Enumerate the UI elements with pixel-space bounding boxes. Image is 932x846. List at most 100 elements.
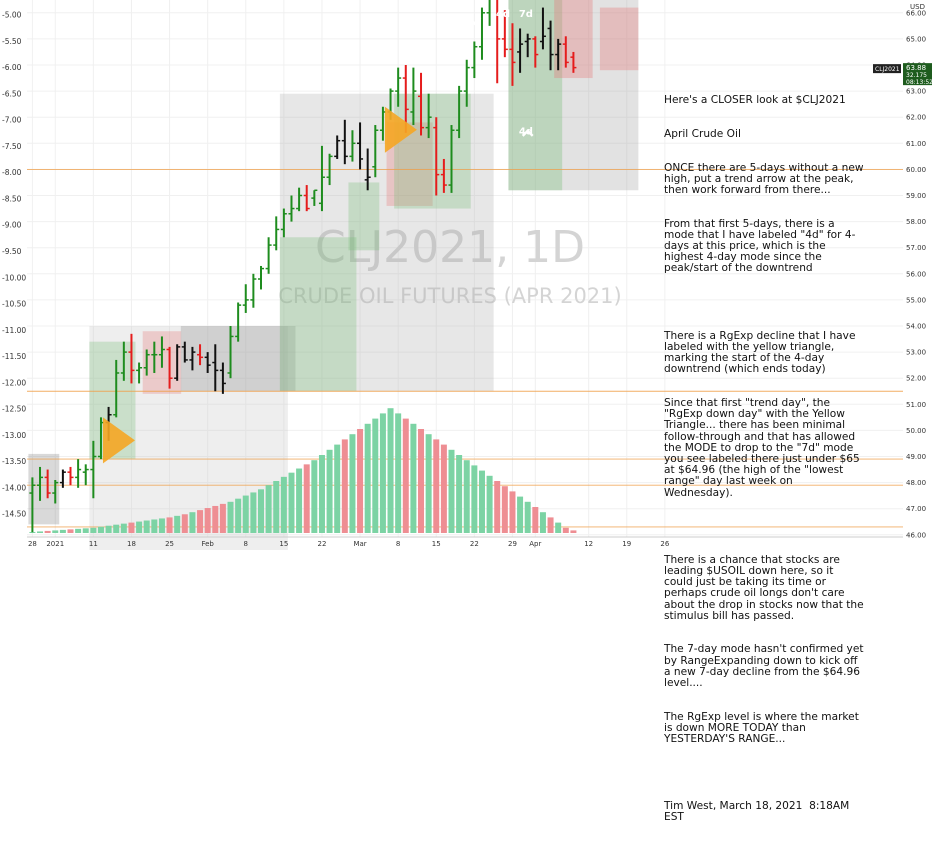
mode-label: 4d	[496, 9, 510, 20]
volume-bar	[334, 444, 341, 533]
volume-bar	[311, 460, 318, 533]
volume-bar	[494, 481, 501, 533]
note-line-5	[664, 297, 864, 308]
volume-bar	[318, 455, 325, 533]
x-tick-label: 2021	[46, 540, 64, 548]
volume-bar	[181, 514, 188, 533]
right-tick-label: 55.00	[906, 296, 926, 304]
x-tick-label: 22	[317, 540, 326, 548]
x-tick-label: 8	[396, 540, 400, 548]
volume-bar	[463, 460, 470, 533]
right-tick-label: 49.00	[906, 453, 926, 461]
volume-bar	[448, 449, 455, 533]
volume-bar	[326, 449, 333, 533]
volume-bar	[235, 498, 242, 533]
volume-bar	[67, 529, 74, 533]
left-tick-label: -13.00	[2, 431, 26, 440]
note-line-8	[664, 521, 864, 532]
note-line-13: Tim West, March 18, 2021 8:18AM EST	[664, 800, 853, 824]
note-line-9: There is a chance that stocks are leadin…	[664, 553, 868, 622]
x-tick-label: 11	[89, 540, 98, 548]
note-line-3: ONCE there are 5-days without a new high…	[664, 161, 864, 197]
watermark-subtitle: CRUDE OIL FUTURES (APR 2021)	[278, 284, 621, 308]
volume-bar	[105, 525, 112, 533]
mode-label: 7d	[519, 9, 533, 20]
x-tick-label: 26	[660, 540, 669, 548]
volume-bar	[29, 531, 36, 533]
note-line-6: There is a RgExp decline that I have lab…	[664, 329, 859, 376]
watermark-title: CLJ2021, 1D	[315, 222, 585, 273]
volume-bar	[303, 464, 310, 533]
volume-bar	[90, 527, 97, 533]
volume-bar	[44, 530, 51, 533]
volume-bar	[212, 505, 219, 533]
volume-bar	[555, 522, 562, 533]
price-value-box	[903, 63, 932, 86]
right-tick-label: 54.00	[906, 323, 926, 331]
right-tick-label: 53.00	[906, 349, 926, 357]
note-line-1: Here's a CLOSER look at $CLJ2021	[664, 94, 846, 107]
volume-bar	[52, 530, 59, 533]
volume-bar	[456, 455, 463, 533]
left-tick-label: -12.50	[2, 405, 26, 414]
left-tick-label: -13.50	[2, 457, 26, 466]
volume-bar	[280, 476, 287, 533]
volume-bar	[296, 468, 303, 533]
right-tick-label: 65.00	[906, 35, 926, 43]
volume-bar	[174, 515, 181, 533]
left-tick-label: -11.50	[2, 352, 26, 361]
mode-zone	[348, 182, 380, 251]
mode-zone	[394, 93, 471, 209]
left-tick-label: -5.00	[2, 11, 22, 20]
volume-bar	[113, 524, 120, 533]
commentary-note: Here's a CLOSER look at $CLJ2021 April C…	[664, 73, 864, 846]
volume-bar	[524, 501, 531, 533]
mode-zone	[599, 7, 639, 71]
volume-bar	[395, 413, 402, 533]
note-line-11: The RgExp level is where the market is d…	[664, 710, 863, 745]
volume-bar	[440, 444, 447, 533]
left-tick-label: -14.00	[2, 483, 26, 492]
right-tick-label: 50.00	[906, 427, 926, 435]
right-tick-label: 47.00	[906, 505, 926, 513]
volume-bar	[143, 520, 150, 533]
volume-bar	[37, 531, 44, 533]
volume-bar	[189, 512, 196, 533]
volume-bar	[128, 522, 135, 533]
left-tick-label: -6.00	[2, 63, 22, 72]
chart-container[interactable]: CLJ2021, 1D CRUDE OIL FUTURES (APR 2021) 4…	[0, 0, 932, 823]
volume-bar	[197, 510, 204, 533]
volume-bar	[136, 521, 143, 533]
right-tick-label: 62.00	[906, 114, 926, 122]
mode-zone	[508, 0, 563, 191]
volume-bar	[59, 529, 66, 533]
volume-bar	[570, 530, 577, 533]
volume-bar	[341, 439, 348, 533]
mode-zone	[28, 453, 60, 525]
volume-bar	[364, 423, 371, 533]
volume-bar	[410, 423, 417, 533]
left-tick-label: -10.00	[2, 273, 26, 282]
mode-zone	[508, 0, 639, 191]
left-tick-label: -10.50	[2, 300, 26, 309]
x-tick-label: 22	[470, 540, 479, 548]
note-line-12	[664, 768, 864, 779]
volume-bar	[75, 528, 82, 533]
volume-bar	[539, 512, 546, 533]
mode-zone	[279, 237, 357, 392]
x-tick-label: 19	[622, 540, 631, 548]
price-chart[interactable]: CLJ2021, 1D CRUDE OIL FUTURES (APR 2021) 4…	[0, 0, 932, 550]
volume-bar	[478, 470, 485, 533]
note-line-7: Since that first "trend day", the "RgExp…	[664, 396, 864, 499]
volume-bar	[509, 491, 516, 533]
left-tick-label: -11.00	[2, 326, 26, 335]
rgexp-triangle	[384, 106, 417, 153]
left-tick-label: -9.00	[2, 221, 22, 230]
price-label-box	[873, 64, 901, 74]
note-line-2: April Crude Oil	[664, 128, 741, 141]
trend-arrow-up	[521, 129, 534, 137]
x-tick-label: Mar	[353, 540, 366, 548]
x-tick-label: 25	[165, 540, 174, 548]
rgexp-triangle	[102, 417, 135, 464]
volume-bar	[265, 485, 272, 533]
